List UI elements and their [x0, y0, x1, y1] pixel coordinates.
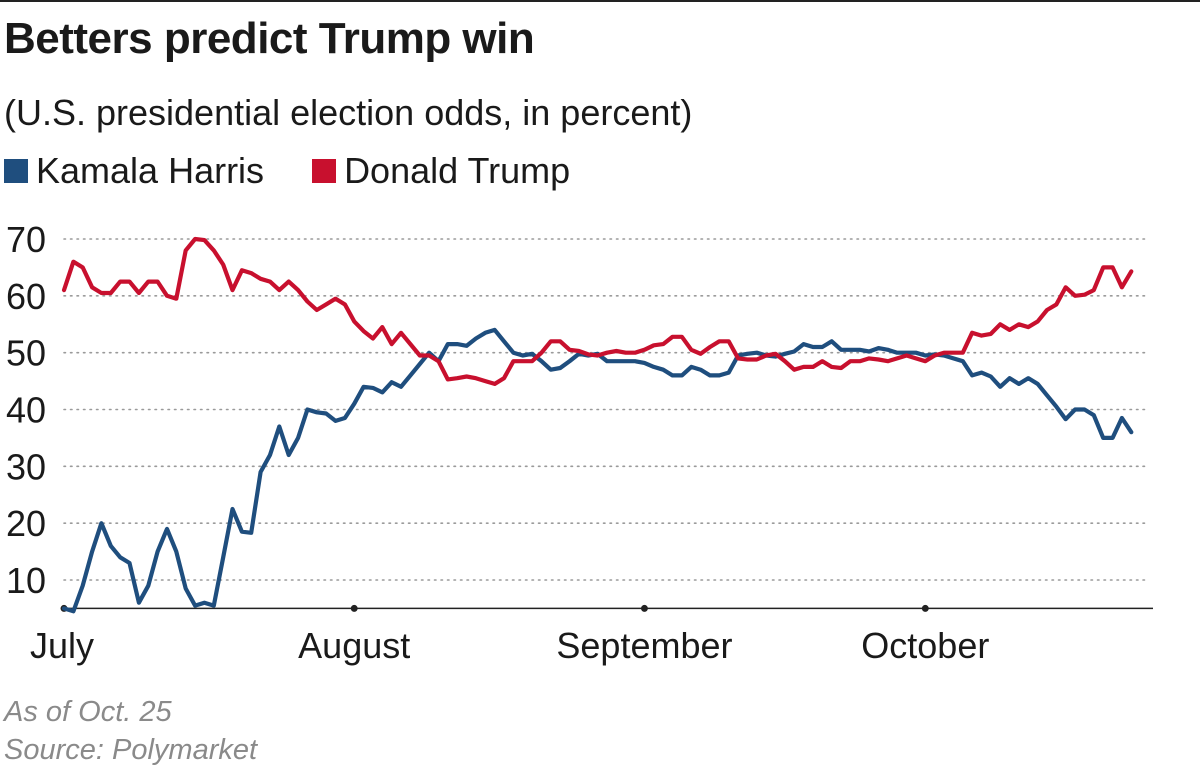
legend-swatch-trump: [312, 159, 337, 183]
x-tick-dot-3: [921, 604, 929, 612]
legend-swatch-harris: [4, 159, 28, 183]
x-tick-dot-2: [640, 604, 648, 612]
legend-label-trump: Donald Trump: [344, 150, 571, 191]
x-tick-label-october: October: [861, 625, 989, 666]
x-tick-label-september: September: [556, 625, 732, 666]
y-tick-label-50: 50: [6, 333, 46, 374]
legend-item-trump: Donald Trump: [312, 150, 570, 192]
x-tick-label-august: August: [298, 625, 410, 666]
y-tick-label-10: 10: [6, 560, 46, 601]
top-rule: [0, 0, 1200, 2]
chart-subtitle: (U.S. presidential election odds, in per…: [4, 92, 693, 133]
legend: Kamala Harris Donald Trump: [4, 150, 618, 192]
y-tick-label-70: 70: [6, 219, 46, 260]
y-tick-label-30: 30: [6, 446, 46, 487]
source-note: Source: Polymarket: [4, 734, 258, 766]
as-of-note: As of Oct. 25: [4, 696, 172, 728]
chart-title: Betters predict Trump win: [4, 14, 535, 63]
y-tick-label-40: 40: [6, 390, 46, 431]
x-tick-dot-1: [350, 604, 358, 612]
legend-item-harris: Kamala Harris: [4, 150, 264, 192]
y-tick-label-60: 60: [6, 276, 46, 317]
y-tick-label-20: 20: [6, 503, 46, 544]
x-tick-label-july: July: [30, 625, 94, 666]
series-line-kamala-harris: [61, 327, 1134, 614]
legend-label-harris: Kamala Harris: [36, 150, 265, 191]
series-line-donald-trump: [61, 236, 1134, 386]
